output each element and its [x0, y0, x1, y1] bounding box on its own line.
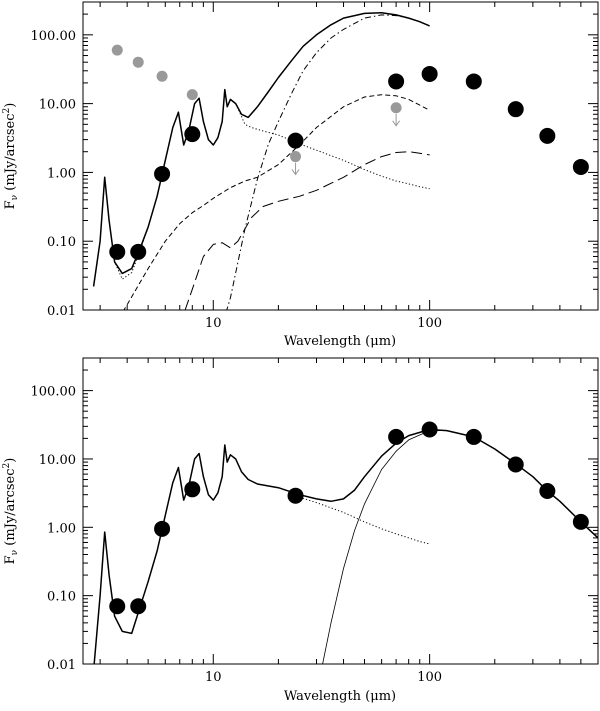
black-data-point [154, 165, 171, 182]
black-data-point [507, 456, 524, 473]
y-tick-label: 1.00 [47, 166, 76, 181]
axis-ticks [83, 1, 599, 311]
upper-limit-arrowhead [392, 120, 401, 127]
y-tick-label: 100.00 [31, 385, 77, 400]
x-axis-title: Wavelength (μm) [284, 689, 396, 704]
gray-data-point [390, 102, 402, 114]
model-curve-dotted [93, 89, 430, 287]
x-tick-labels: 10 100 [205, 670, 442, 685]
y-tick-label: 0.01 [47, 304, 76, 319]
data-points [109, 44, 589, 260]
black-data-point [421, 421, 438, 438]
black-data-point [539, 127, 556, 144]
y-axis-title: Fν (mJy/arcsec2) [2, 458, 20, 565]
gray-data-point [156, 70, 168, 82]
black-data-point [109, 598, 126, 615]
gray-data-point [290, 151, 302, 163]
black-data-point [388, 428, 405, 445]
model-curve-thin [322, 430, 598, 664]
black-data-point [130, 598, 147, 615]
black-data-point [572, 158, 589, 175]
y-tick-label: 1.00 [47, 521, 76, 536]
bottom-panel: 0.01 0.10 1.00 10.00 100.00 10 100 Wavel… [2, 357, 599, 704]
y-tick-labels: 0.01 0.10 1.00 10.00 100.00 [31, 385, 77, 673]
model-curves [92, 11, 430, 310]
black-data-point [507, 101, 524, 118]
y-tick-label: 0.10 [47, 590, 76, 605]
model-curve-dotted [299, 496, 430, 545]
black-data-point [109, 243, 126, 260]
y-tick-label: 10.00 [39, 98, 76, 113]
model-curve-solid [92, 11, 430, 287]
x-tick-label: 10 [205, 316, 222, 331]
black-data-point [465, 428, 482, 445]
gray-data-point [132, 56, 144, 68]
y-tick-label: 0.01 [47, 658, 76, 673]
gray-data-point [186, 89, 198, 101]
y-tick-labels: 0.01 0.10 1.00 10.00 100.00 [31, 29, 77, 319]
y-axis-title: Fν (mJy/arcsec2) [2, 103, 20, 210]
black-data-point [184, 481, 201, 498]
upper-limit-arrowhead [291, 169, 300, 176]
x-tick-label: 100 [417, 316, 442, 331]
gray-data-point [111, 44, 123, 56]
black-data-point [287, 132, 304, 149]
model-curve-dashdot [226, 14, 430, 310]
x-tick-labels: 10 100 [205, 316, 442, 331]
black-data-point [184, 126, 201, 143]
top-panel: 0.01 0.10 1.00 10.00 100.00 10 100 Wavel… [2, 1, 599, 349]
black-data-point [388, 73, 405, 90]
black-data-point [421, 65, 438, 82]
axis-ticks [83, 357, 599, 665]
black-data-point [572, 513, 589, 530]
black-data-point [287, 487, 304, 504]
x-tick-label: 10 [205, 670, 222, 685]
black-data-point [539, 482, 556, 499]
y-tick-label: 100.00 [31, 29, 77, 44]
black-data-point [154, 520, 171, 537]
data-points [109, 421, 589, 615]
model-curve-longdash [184, 151, 430, 310]
plot-frame [82, 357, 599, 665]
black-data-point [465, 73, 482, 90]
plot-frame [82, 1, 599, 311]
x-axis-title: Wavelength (μm) [284, 334, 396, 349]
black-data-point [130, 243, 147, 260]
model-curve-dashed [123, 94, 430, 310]
x-tick-label: 100 [417, 670, 442, 685]
y-tick-label: 10.00 [39, 453, 76, 468]
y-tick-label: 0.10 [47, 235, 76, 250]
